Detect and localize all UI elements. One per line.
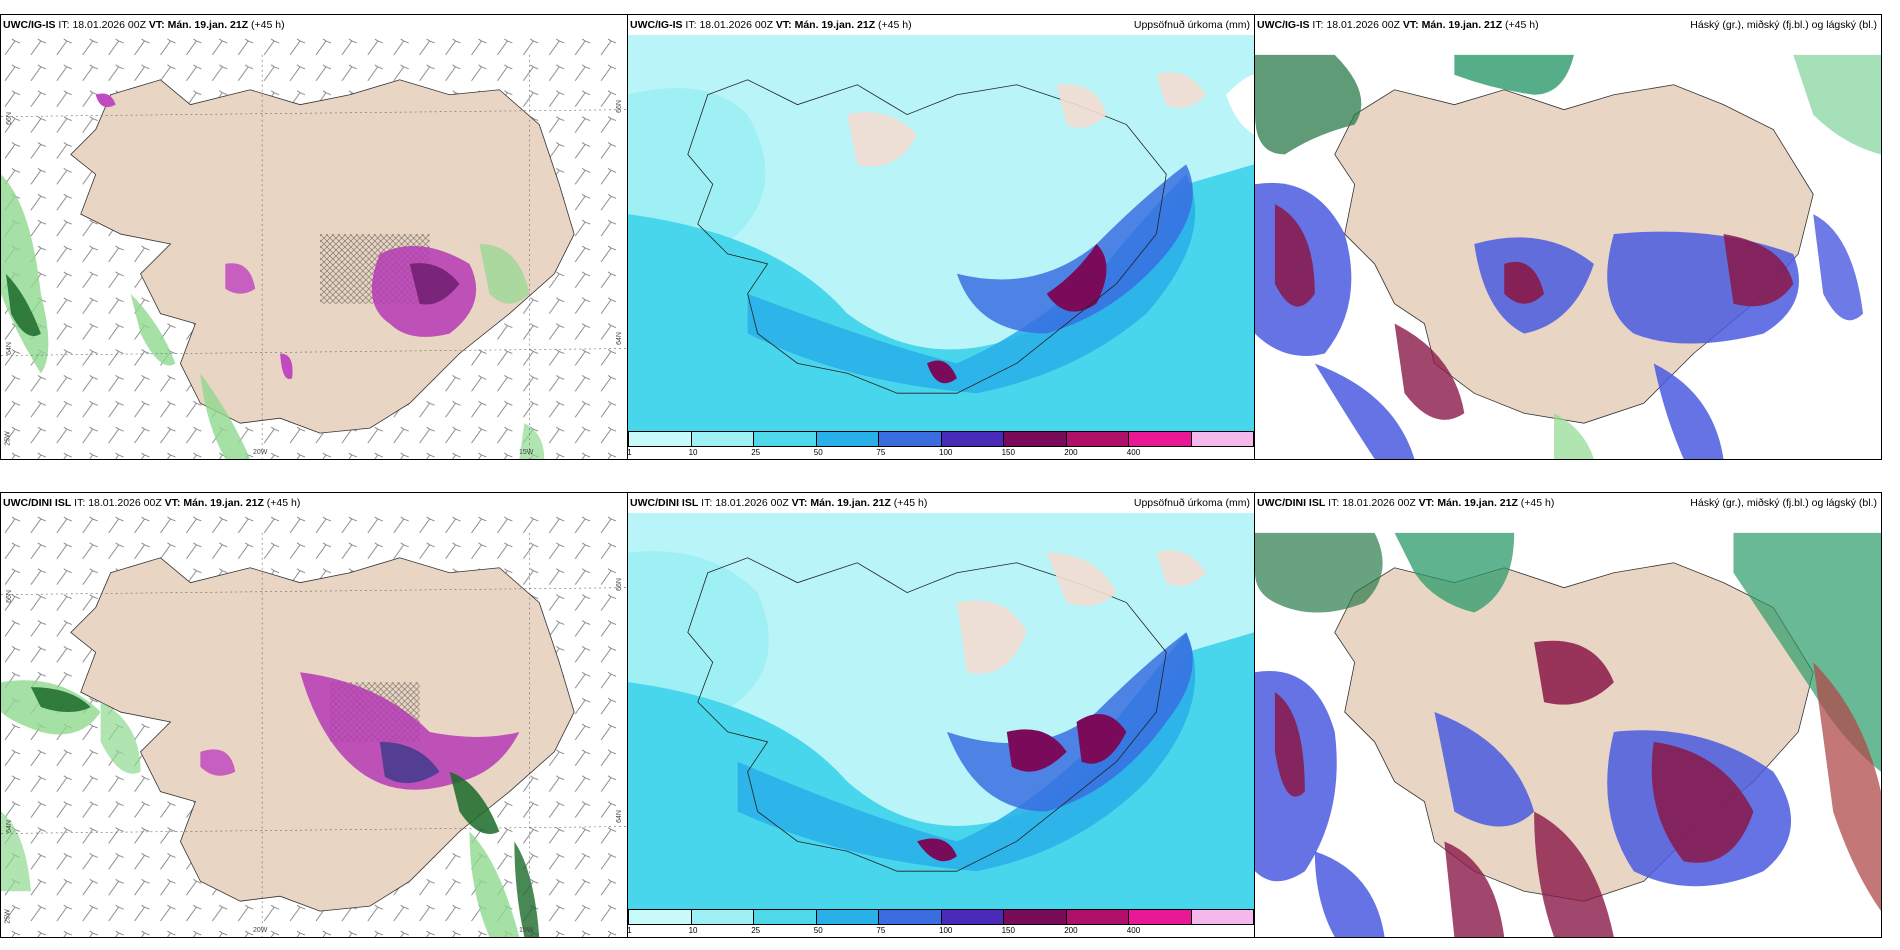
colorbar-segment: [629, 910, 692, 924]
colorbar-tick-label: 50: [813, 448, 823, 457]
colorbar-tick-label: 1: [627, 448, 632, 457]
colorbar-segment: [1004, 910, 1067, 924]
precip-map: [628, 35, 1254, 431]
cloud-map: [1255, 35, 1881, 459]
lat-label-66n: 66N: [5, 590, 13, 603]
colorbar-segment: [754, 910, 817, 924]
lat-label-66n-right: 66N: [615, 100, 623, 113]
panel-field-title: Uppsöfnuð úrkoma (mm): [1133, 497, 1250, 509]
colorbar-segment: [1191, 910, 1253, 924]
lat-label-66n-right: 66N: [615, 578, 623, 591]
panel-header: UWC/IG-IS IT: 18.01.2026 00Z VT: Mán. 19…: [1255, 15, 1881, 35]
cloud-map: [1255, 513, 1881, 937]
colorbar-segment: [879, 910, 942, 924]
colorbar-tick-label: 10: [688, 448, 698, 457]
panel-header: UWC/DINI ISL IT: 18.01.2026 00Z VT: Mán.…: [628, 493, 1254, 513]
colorbar-segment: [1129, 910, 1192, 924]
colorbar-segment: [754, 432, 817, 446]
colorbar-segment: [691, 910, 754, 924]
colorbar-segment: [816, 432, 879, 446]
panel-field-title: Háský (gr.), miðský (fj.bl.) og lágský (…: [1690, 19, 1877, 31]
colorbar-tick-label: 75: [876, 926, 886, 935]
precip-colorbar: 1 10 25 50 75 100 150 200 400: [628, 431, 1254, 459]
lon-label-15w: 15W: [519, 927, 534, 934]
colorbar-segment: [629, 432, 692, 446]
panel-wind-dini: UWC/DINI ISL IT: 18.01.2026 00Z VT: Mán.…: [0, 492, 628, 938]
colorbar-tick-label: 25: [751, 448, 761, 457]
colorbar-segment: [1129, 432, 1192, 446]
colorbar-segment: [1191, 432, 1253, 446]
panel-cloud-dini: UWC/DINI ISL IT: 18.01.2026 00Z VT: Mán.…: [1254, 492, 1882, 938]
colorbar-tick-label: 1: [627, 926, 632, 935]
colorbar-segment: [879, 432, 942, 446]
colorbar-tick-label: 150: [1001, 926, 1015, 935]
panel-header: UWC/DINI ISL IT: 18.01.2026 00Z VT: Mán.…: [1255, 493, 1881, 513]
panel-field-title: Uppsöfnuð úrkoma (mm): [1133, 19, 1250, 31]
wind-map: 66N 66N 64N 64N 20W 15W 25W: [1, 35, 627, 459]
lon-label-25w: 25W: [4, 909, 12, 924]
colorbar-tick-label: 200: [1064, 448, 1078, 457]
wind-map: 66N 66N 64N 64N 20W 15W 25W: [1, 513, 627, 937]
panel-header: UWC/IG-IS IT: 18.01.2026 00Z VT: Mán. 19…: [628, 15, 1254, 35]
lat-label-64n-right: 64N: [615, 810, 623, 823]
colorbar-segment: [941, 432, 1004, 446]
colorbar-tick-label: 400: [1126, 926, 1141, 935]
lon-label-15w: 15W: [519, 449, 534, 456]
colorbar-tick-label: 400: [1126, 448, 1141, 457]
panel-precip-igis: UWC/IG-IS IT: 18.01.2026 00Z VT: Mán. 19…: [627, 14, 1255, 460]
precip-colorbar: 1 10 25 50 75 100 150 200 400: [628, 909, 1254, 937]
colorbar-tick-label: 50: [813, 926, 823, 935]
colorbar-tick-label: 75: [876, 448, 886, 457]
lat-label-64n: 64N: [5, 820, 13, 833]
lat-label-64n-right: 64N: [615, 332, 623, 345]
panel-wind-igis: UWC/IG-IS IT: 18.01.2026 00Z VT: Mán. 19…: [0, 14, 628, 460]
colorbar-segment: [691, 432, 754, 446]
panel-cloud-igis: UWC/IG-IS IT: 18.01.2026 00Z VT: Mán. 19…: [1254, 14, 1882, 460]
panel-precip-dini: UWC/DINI ISL IT: 18.01.2026 00Z VT: Mán.…: [627, 492, 1255, 938]
colorbar-tick-label: 10: [688, 926, 698, 935]
colorbar-segment: [1004, 432, 1067, 446]
colorbar-segment: [816, 910, 879, 924]
colorbar-tick-label: 100: [939, 448, 953, 457]
colorbar-tick-label: 150: [1001, 448, 1015, 457]
colorbar-tick-label: 200: [1064, 926, 1078, 935]
panel-field-title: Háský (gr.), miðský (fj.bl.) og lágský (…: [1690, 497, 1877, 509]
panel-header: UWC/DINI ISL IT: 18.01.2026 00Z VT: Mán.…: [3, 497, 301, 509]
colorbar-segment: [941, 910, 1004, 924]
lon-label-25w: 25W: [4, 431, 12, 446]
lon-label-20w: 20W: [253, 449, 268, 456]
lon-label-20w: 20W: [253, 927, 268, 934]
colorbar-segment: [1066, 432, 1129, 446]
lat-label-66n: 66N: [5, 112, 13, 125]
lat-label-64n: 64N: [5, 342, 13, 355]
colorbar-tick-label: 100: [939, 926, 953, 935]
colorbar-segment: [1066, 910, 1129, 924]
colorbar-tick-label: 25: [751, 926, 761, 935]
precip-map: [628, 513, 1254, 909]
panel-header: UWC/IG-IS IT: 18.01.2026 00Z VT: Mán. 19…: [3, 19, 285, 31]
